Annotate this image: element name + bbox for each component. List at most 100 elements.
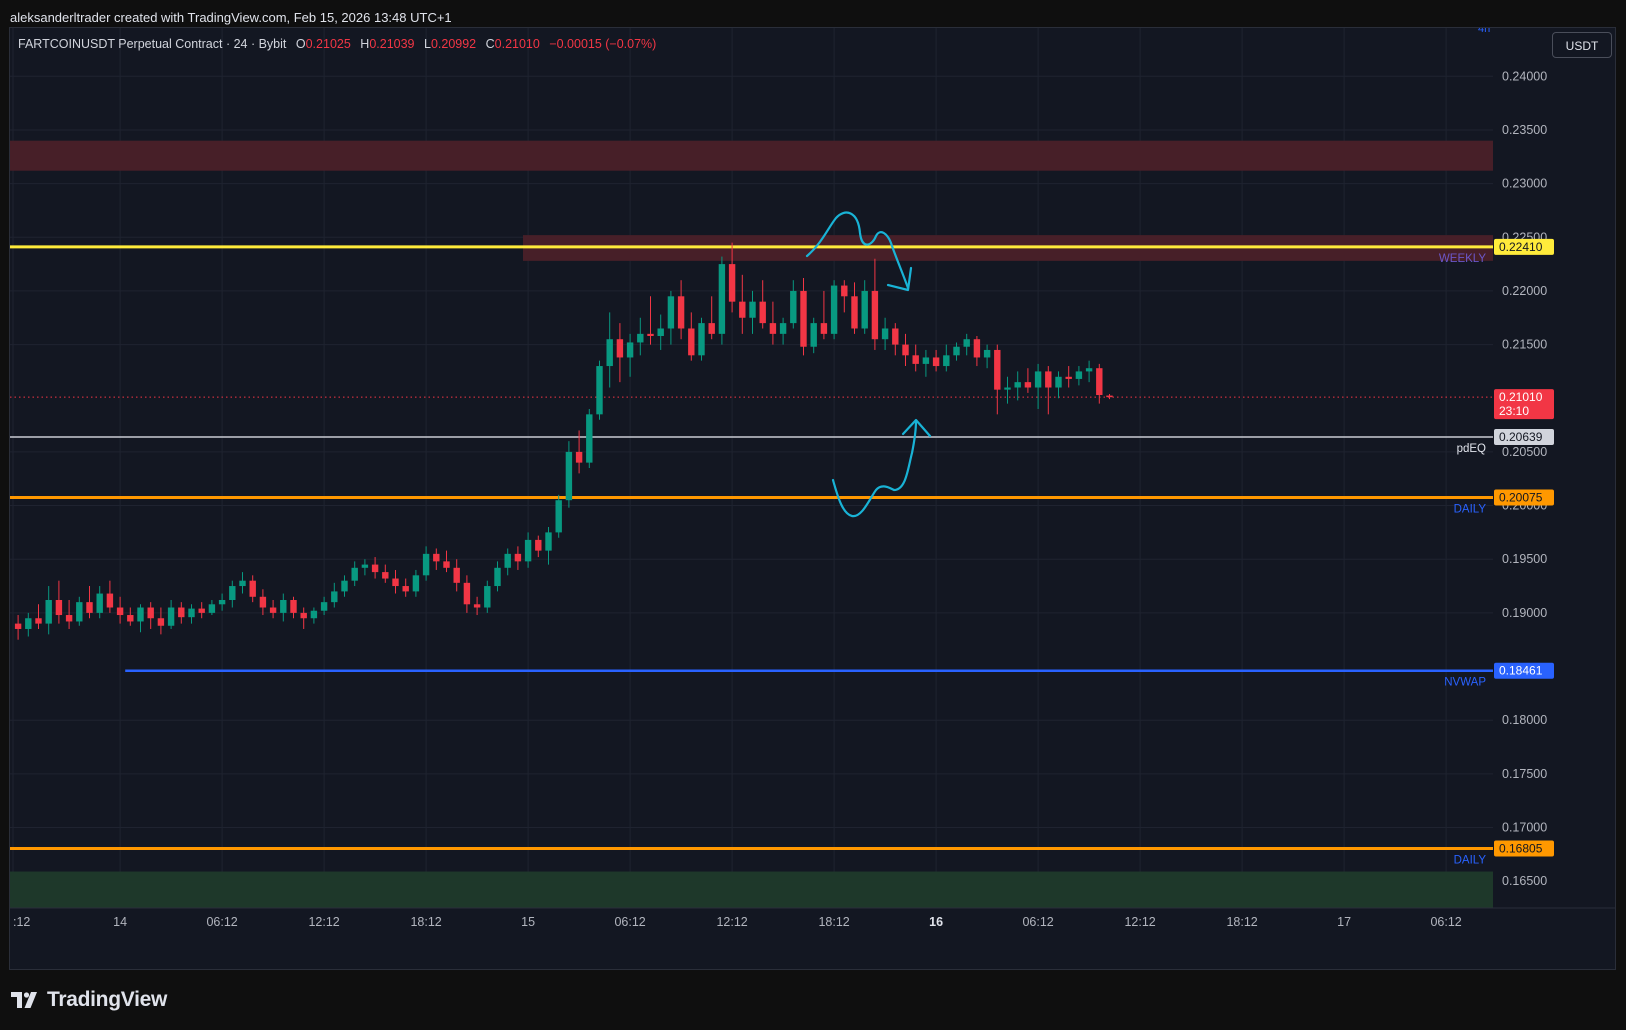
candle-body[interactable] bbox=[922, 357, 930, 364]
candle-body[interactable] bbox=[983, 349, 991, 358]
candle-body[interactable] bbox=[535, 539, 542, 551]
candle-body[interactable] bbox=[229, 586, 236, 600]
candle-body[interactable] bbox=[86, 602, 93, 613]
candle-body[interactable] bbox=[932, 357, 940, 367]
candle-body[interactable] bbox=[341, 580, 348, 592]
candle-body[interactable] bbox=[157, 618, 165, 626]
candle-body[interactable] bbox=[45, 600, 52, 624]
candle-body[interactable] bbox=[769, 323, 777, 334]
annotation-arrow-down-icon[interactable] bbox=[886, 266, 913, 292]
candle-body[interactable] bbox=[637, 333, 644, 343]
candle-body[interactable] bbox=[861, 290, 868, 329]
candle-body[interactable] bbox=[494, 567, 501, 587]
candle-body[interactable] bbox=[402, 586, 409, 592]
candle-body[interactable] bbox=[626, 342, 634, 358]
candle-body[interactable] bbox=[953, 346, 960, 356]
candle-body[interactable] bbox=[943, 355, 950, 367]
candle-body[interactable] bbox=[208, 604, 216, 613]
candle-body[interactable] bbox=[779, 323, 787, 334]
price-tag[interactable] bbox=[1494, 662, 1554, 679]
candle-body[interactable] bbox=[902, 344, 909, 356]
candle-body[interactable] bbox=[484, 586, 491, 608]
candle-body[interactable] bbox=[137, 607, 144, 622]
price-tag[interactable] bbox=[1494, 238, 1554, 255]
candle-body[interactable] bbox=[1014, 382, 1021, 388]
candle-body[interactable] bbox=[167, 607, 175, 626]
candle-body[interactable] bbox=[249, 580, 256, 597]
supply-demand-zone[interactable] bbox=[10, 140, 1493, 171]
candle-body[interactable] bbox=[218, 600, 226, 605]
candle-body[interactable] bbox=[892, 328, 899, 345]
candle-body[interactable] bbox=[188, 608, 195, 618]
candle-body[interactable] bbox=[994, 349, 1001, 390]
candle-body[interactable] bbox=[688, 328, 695, 356]
candle-body[interactable] bbox=[1096, 368, 1103, 396]
price-tag[interactable] bbox=[1494, 840, 1554, 857]
candle-body[interactable] bbox=[790, 290, 797, 324]
candle-body[interactable] bbox=[76, 602, 83, 622]
candle-body[interactable] bbox=[331, 591, 338, 603]
candle-body[interactable] bbox=[524, 539, 532, 562]
candle-body[interactable] bbox=[657, 328, 664, 336]
candle-body[interactable] bbox=[667, 296, 675, 329]
candle-body[interactable] bbox=[718, 264, 726, 334]
candle-body[interactable] bbox=[269, 607, 277, 613]
price-tag[interactable] bbox=[1494, 389, 1554, 420]
candle-body[interactable] bbox=[514, 553, 522, 562]
candle-body[interactable] bbox=[361, 564, 369, 568]
supply-demand-zone[interactable] bbox=[10, 871, 1493, 908]
candle-body[interactable] bbox=[1065, 376, 1072, 379]
tradingview-logo[interactable]: TradingView bbox=[11, 988, 167, 1012]
candle-body[interactable] bbox=[25, 618, 32, 629]
candle-body[interactable] bbox=[1106, 395, 1113, 398]
price-tag[interactable] bbox=[1494, 428, 1554, 445]
candle-body[interactable] bbox=[606, 339, 613, 367]
candle-body[interactable] bbox=[433, 553, 440, 562]
candle-body[interactable] bbox=[1004, 387, 1011, 390]
candle-body[interactable] bbox=[106, 593, 114, 608]
candle-body[interactable] bbox=[178, 607, 185, 618]
candle-body[interactable] bbox=[65, 615, 73, 622]
candle-body[interactable] bbox=[973, 339, 981, 358]
annotation-curve-up[interactable] bbox=[831, 419, 918, 518]
candle-body[interactable] bbox=[1075, 371, 1083, 379]
candle-body[interactable] bbox=[463, 582, 471, 605]
candle-body[interactable] bbox=[616, 339, 624, 358]
annotation-curve-down[interactable] bbox=[805, 211, 910, 290]
candle-body[interactable] bbox=[1045, 371, 1052, 388]
candle-body[interactable] bbox=[586, 414, 593, 463]
candle-body[interactable] bbox=[147, 607, 154, 619]
candle-body[interactable] bbox=[453, 567, 460, 583]
candle-body[interactable] bbox=[647, 333, 654, 336]
annotation-arrow-up-icon[interactable] bbox=[901, 418, 932, 438]
candle-body[interactable] bbox=[351, 567, 358, 581]
candle-body[interactable] bbox=[575, 451, 583, 463]
currency-button[interactable]: USDT bbox=[1552, 32, 1612, 58]
price-chart[interactable]: 0.240000.235000.230000.225000.220000.215… bbox=[10, 28, 1615, 969]
candle-body[interactable] bbox=[810, 323, 817, 347]
candle-body[interactable] bbox=[871, 290, 879, 340]
candle-body[interactable] bbox=[851, 296, 858, 329]
candle-body[interactable] bbox=[555, 500, 562, 533]
candle-body[interactable] bbox=[545, 532, 552, 551]
candle-body[interactable] bbox=[300, 612, 307, 619]
candle-body[interactable] bbox=[1055, 376, 1062, 388]
candle-body[interactable] bbox=[310, 610, 318, 619]
candle-body[interactable] bbox=[820, 323, 828, 334]
candle-body[interactable] bbox=[596, 366, 603, 415]
candle-body[interactable] bbox=[443, 561, 450, 568]
candle-body[interactable] bbox=[912, 355, 919, 364]
candle-body[interactable] bbox=[1034, 371, 1042, 388]
price-tag[interactable] bbox=[1494, 489, 1554, 506]
candle-body[interactable] bbox=[759, 301, 766, 324]
candle-body[interactable] bbox=[698, 323, 705, 356]
candle-body[interactable] bbox=[963, 339, 970, 347]
candle-body[interactable] bbox=[800, 290, 807, 347]
candle-body[interactable] bbox=[259, 596, 267, 608]
candle-body[interactable] bbox=[677, 296, 685, 329]
candle-body[interactable] bbox=[708, 323, 715, 334]
candle-body[interactable] bbox=[280, 600, 287, 613]
candle-body[interactable] bbox=[116, 607, 124, 616]
candle-body[interactable] bbox=[371, 564, 379, 573]
candle-body[interactable] bbox=[96, 593, 103, 613]
